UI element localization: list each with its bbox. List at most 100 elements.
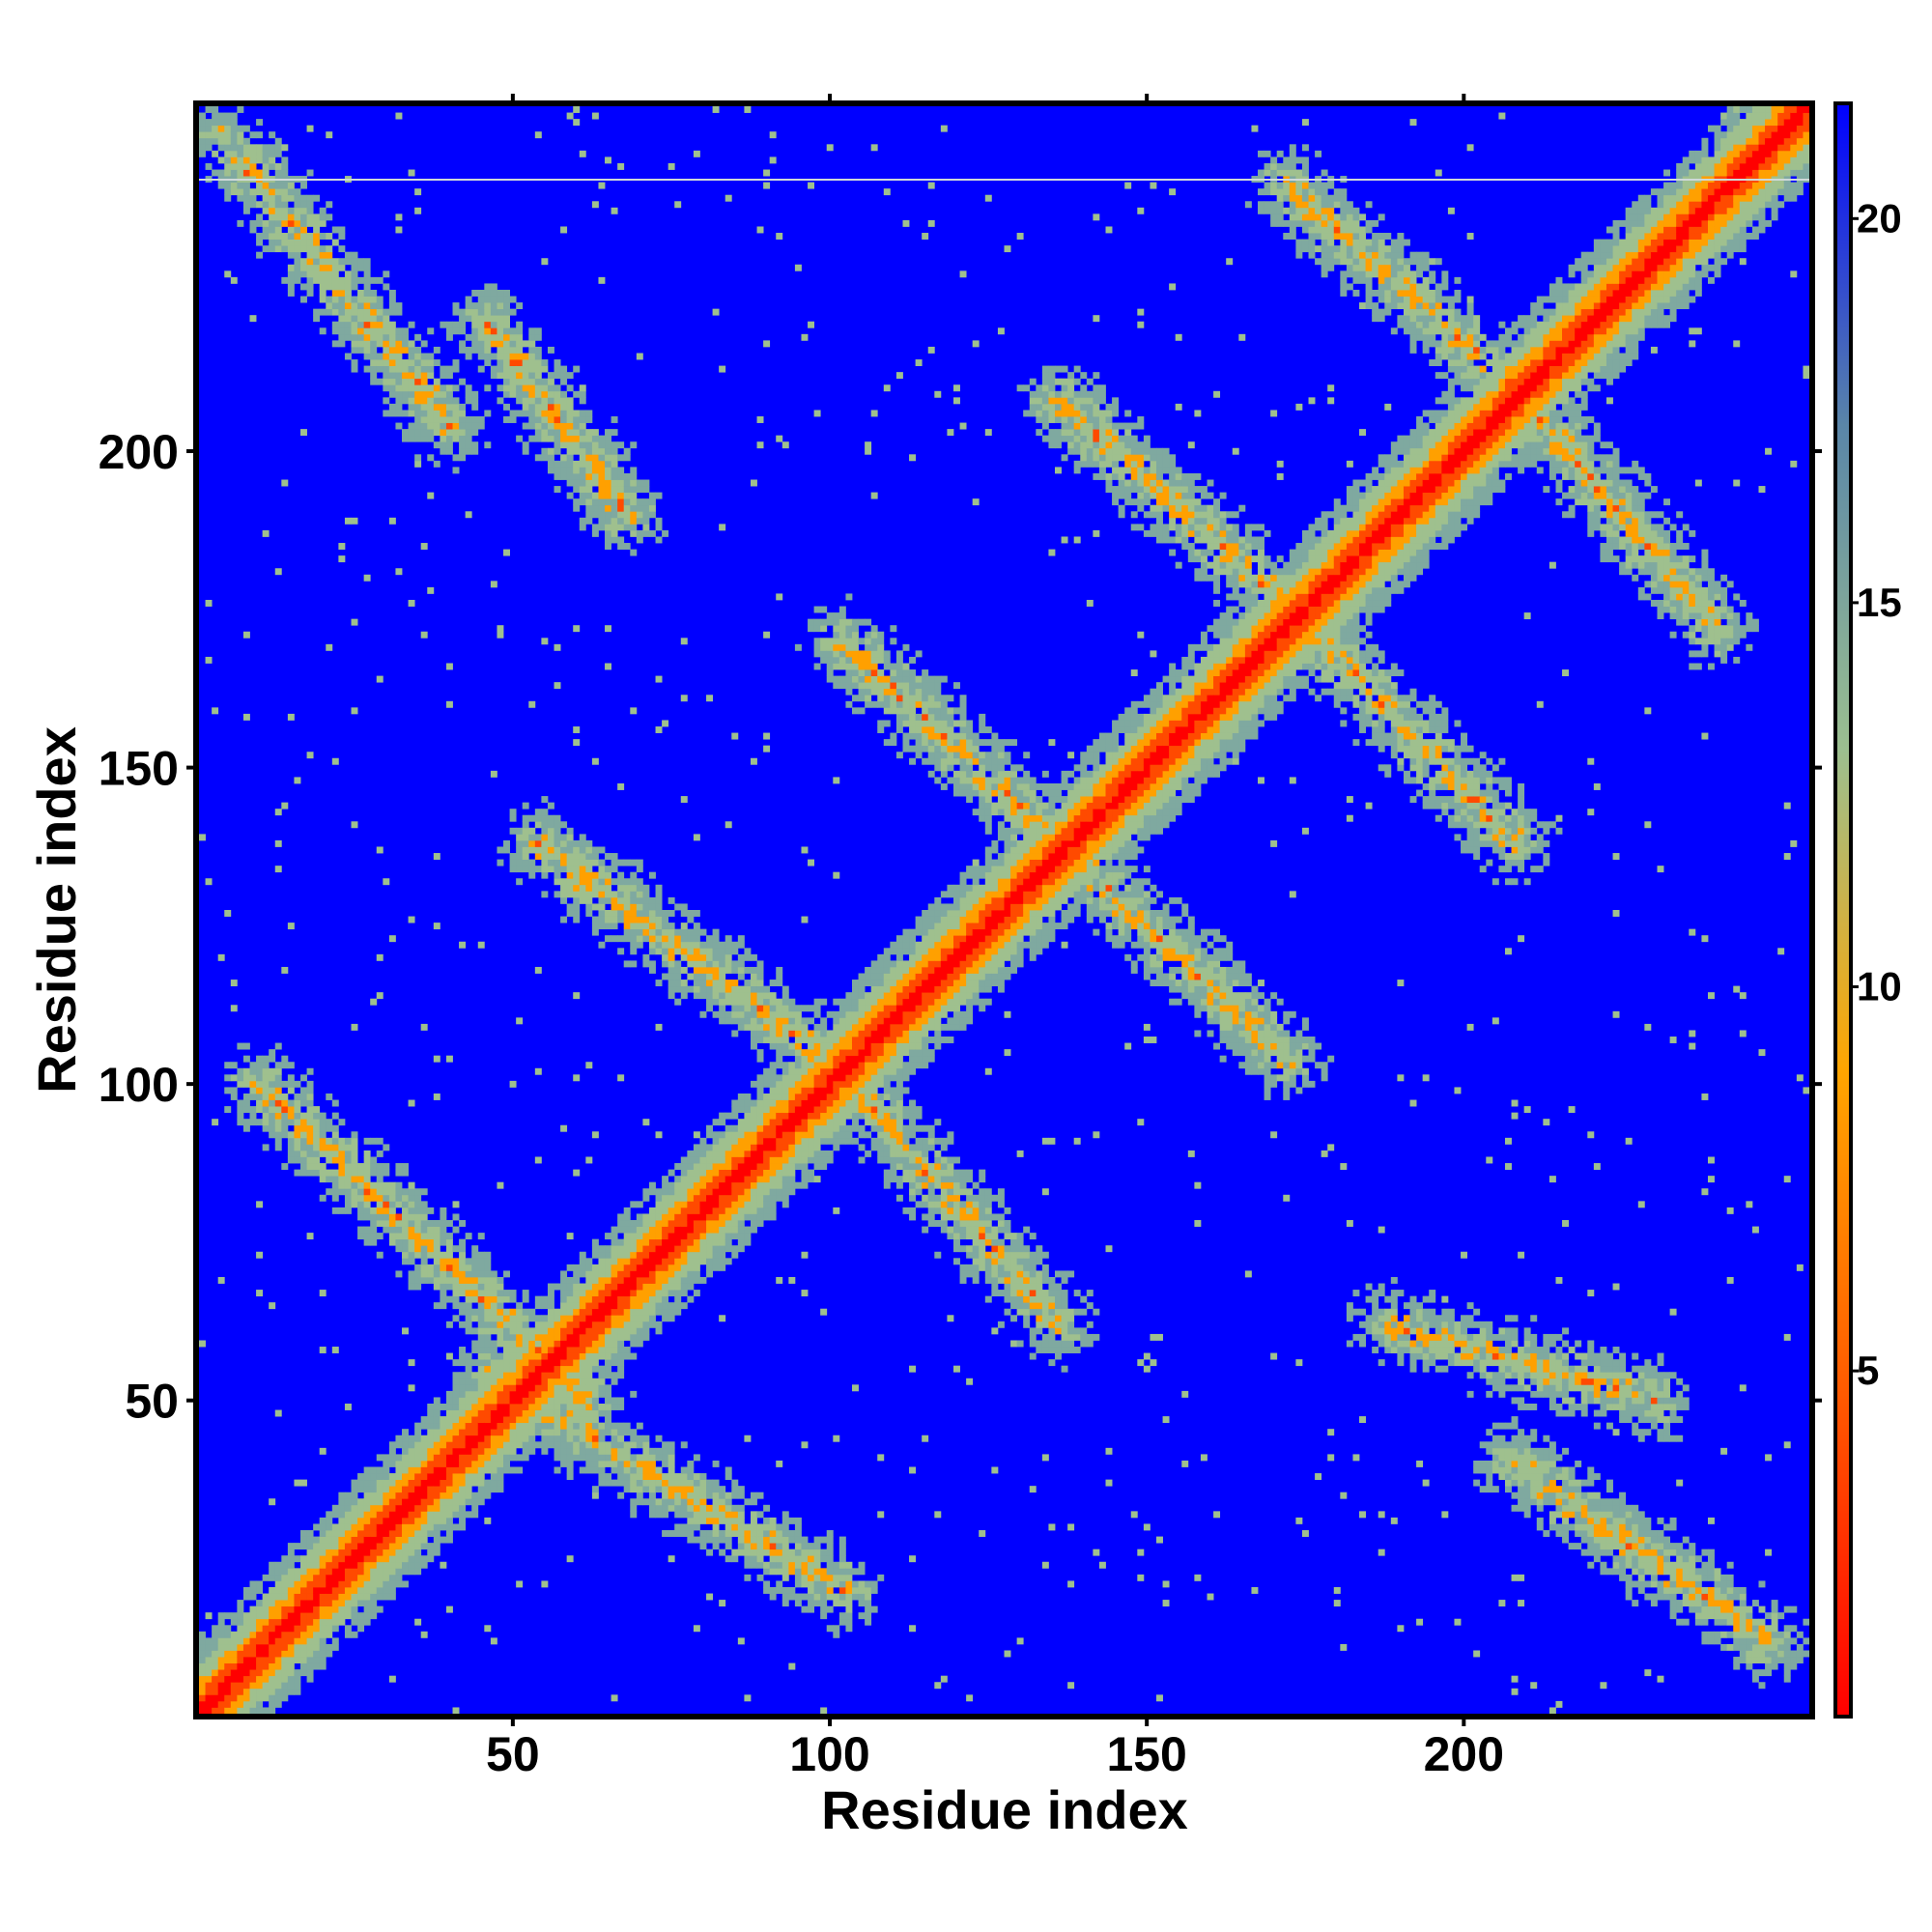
heatmap-cell bbox=[306, 1561, 314, 1569]
heatmap-cell bbox=[655, 1238, 663, 1246]
heatmap-cell bbox=[224, 112, 232, 120]
heatmap-cell bbox=[440, 422, 447, 430]
heatmap-cell bbox=[331, 302, 339, 310]
heatmap-cell bbox=[370, 1517, 378, 1524]
heatmap-cell bbox=[598, 1347, 606, 1353]
heatmap-cell bbox=[547, 1308, 554, 1316]
heatmap-cell bbox=[484, 1384, 492, 1392]
heatmap-cell bbox=[750, 1005, 757, 1012]
heatmap-cell bbox=[294, 1144, 301, 1151]
heatmap-cell bbox=[402, 1517, 409, 1524]
heatmap-cell bbox=[788, 1662, 796, 1670]
heatmap-cell bbox=[420, 340, 428, 348]
heatmap-cell bbox=[471, 1378, 479, 1385]
heatmap-cell bbox=[408, 435, 415, 442]
heatmap-cell bbox=[605, 891, 611, 898]
heatmap-cell bbox=[484, 283, 492, 291]
heatmap-cell bbox=[605, 492, 611, 499]
heatmap-cell bbox=[230, 1062, 238, 1069]
heatmap-cell bbox=[744, 1137, 752, 1145]
heatmap-cell bbox=[808, 1005, 815, 1012]
heatmap-cell bbox=[306, 1643, 314, 1651]
heatmap-cell bbox=[611, 1308, 618, 1316]
heatmap-cell bbox=[326, 1574, 333, 1581]
heatmap-cell bbox=[269, 1662, 276, 1670]
heatmap-cell bbox=[363, 1201, 371, 1208]
heatmap-cell bbox=[763, 1119, 771, 1126]
heatmap-cell bbox=[724, 1163, 732, 1170]
heatmap-cell bbox=[294, 213, 301, 221]
heatmap-cell bbox=[706, 1163, 713, 1170]
heatmap-cell bbox=[497, 397, 504, 405]
heatmap-cell bbox=[388, 378, 396, 385]
heatmap-cell bbox=[693, 1144, 700, 1151]
heatmap-cell bbox=[445, 1454, 453, 1462]
heatmap-cell bbox=[668, 162, 675, 170]
heatmap-cell bbox=[452, 365, 460, 373]
heatmap-cell bbox=[281, 1631, 289, 1638]
heatmap-cell bbox=[662, 1530, 669, 1537]
heatmap-cell bbox=[623, 960, 631, 968]
heatmap-cell bbox=[300, 1112, 307, 1120]
heatmap-cell bbox=[484, 302, 492, 310]
heatmap-cell bbox=[445, 1479, 453, 1487]
heatmap-cell bbox=[484, 1258, 492, 1265]
heatmap-cell bbox=[497, 859, 504, 867]
heatmap-cell bbox=[331, 289, 339, 297]
heatmap-cell bbox=[808, 1080, 815, 1088]
heatmap-cell bbox=[674, 941, 682, 949]
heatmap-cell bbox=[573, 422, 581, 430]
heatmap-cell bbox=[326, 270, 333, 278]
heatmap-cell bbox=[274, 1137, 282, 1145]
heatmap-cell bbox=[731, 992, 739, 1000]
heatmap-cell bbox=[351, 1194, 358, 1202]
heatmap-cell bbox=[274, 1662, 282, 1670]
heatmap-cell bbox=[477, 1315, 485, 1322]
heatmap-cell bbox=[357, 308, 365, 316]
heatmap-cell bbox=[440, 1517, 447, 1524]
heatmap-cell bbox=[388, 1568, 396, 1576]
heatmap-cell bbox=[566, 112, 574, 120]
heatmap-cell bbox=[668, 980, 675, 987]
heatmap-cell bbox=[605, 1409, 611, 1417]
heatmap-cell bbox=[242, 207, 250, 214]
heatmap-cell bbox=[313, 1593, 321, 1601]
heatmap-cell bbox=[541, 1347, 549, 1353]
heatmap-cell bbox=[724, 966, 732, 974]
heatmap-cell bbox=[724, 1181, 732, 1189]
heatmap-cell bbox=[262, 1707, 270, 1715]
heatmap-cell bbox=[516, 384, 524, 392]
heatmap-cell bbox=[706, 1530, 713, 1537]
heatmap-cell bbox=[490, 1270, 497, 1278]
heatmap-cell bbox=[363, 1586, 371, 1594]
heatmap-cell bbox=[242, 169, 250, 177]
heatmap-cell bbox=[249, 1688, 257, 1695]
heatmap-cell bbox=[554, 1359, 561, 1367]
heatmap-cell bbox=[605, 884, 611, 892]
heatmap-cell bbox=[516, 359, 524, 366]
heatmap-cell bbox=[534, 1352, 542, 1360]
heatmap-cell bbox=[249, 219, 257, 227]
heatmap-cell bbox=[668, 1207, 675, 1214]
heatmap-cell bbox=[357, 1213, 365, 1221]
heatmap-cell bbox=[326, 1176, 333, 1183]
heatmap-cell bbox=[420, 1511, 428, 1519]
heatmap-cell bbox=[598, 1276, 606, 1284]
heatmap-cell bbox=[750, 1131, 757, 1139]
heatmap-cell bbox=[338, 302, 346, 310]
heatmap-cell bbox=[642, 1460, 650, 1467]
heatmap-cell bbox=[756, 226, 764, 234]
heatmap-cell bbox=[256, 1675, 264, 1683]
heatmap-cell bbox=[573, 866, 581, 873]
heatmap-cell bbox=[560, 422, 568, 430]
heatmap-cell bbox=[693, 985, 700, 993]
heatmap-cell bbox=[433, 429, 440, 437]
heatmap-cell bbox=[433, 1486, 440, 1493]
heatmap-cell bbox=[744, 1561, 752, 1569]
heatmap-cell bbox=[693, 1226, 700, 1234]
heatmap-cell bbox=[256, 1682, 264, 1690]
heatmap-cell bbox=[781, 1037, 789, 1043]
heatmap-cell bbox=[516, 410, 524, 417]
heatmap-cell bbox=[509, 1378, 517, 1385]
heatmap-cell bbox=[420, 1492, 428, 1499]
